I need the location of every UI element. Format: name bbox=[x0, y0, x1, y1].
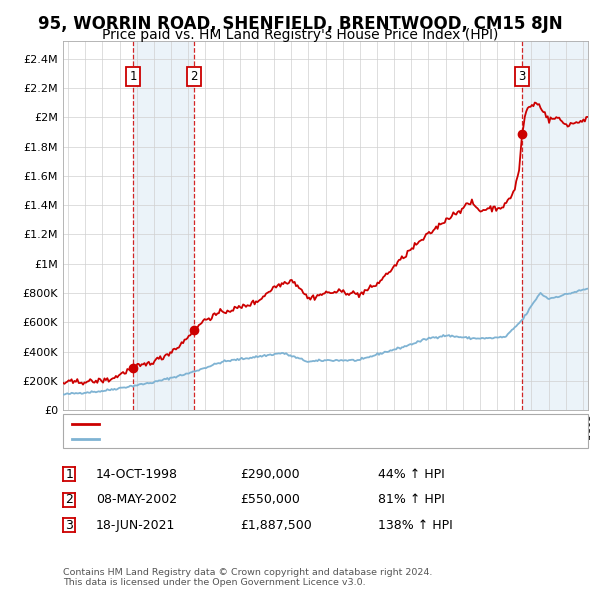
Text: 14-OCT-1998: 14-OCT-1998 bbox=[96, 468, 178, 481]
Text: 3: 3 bbox=[518, 70, 526, 83]
Text: 95, WORRIN ROAD, SHENFIELD, BRENTWOOD, CM15 8JN: 95, WORRIN ROAD, SHENFIELD, BRENTWOOD, C… bbox=[38, 15, 562, 33]
Text: Price paid vs. HM Land Registry's House Price Index (HPI): Price paid vs. HM Land Registry's House … bbox=[102, 28, 498, 42]
Text: 18-JUN-2021: 18-JUN-2021 bbox=[96, 519, 175, 532]
Text: £1,887,500: £1,887,500 bbox=[240, 519, 312, 532]
Text: 44% ↑ HPI: 44% ↑ HPI bbox=[378, 468, 445, 481]
Text: Contains HM Land Registry data © Crown copyright and database right 2024.
This d: Contains HM Land Registry data © Crown c… bbox=[63, 568, 433, 587]
Text: 1: 1 bbox=[65, 468, 73, 481]
Text: 2: 2 bbox=[65, 493, 73, 506]
Bar bbox=[522, 41, 588, 410]
Text: 138% ↑ HPI: 138% ↑ HPI bbox=[378, 519, 453, 532]
Text: 2: 2 bbox=[191, 70, 198, 83]
Text: 95, WORRIN ROAD, SHENFIELD, BRENTWOOD, CM15 8JN (detached house): 95, WORRIN ROAD, SHENFIELD, BRENTWOOD, C… bbox=[106, 419, 496, 429]
Text: 3: 3 bbox=[65, 519, 73, 532]
Text: £550,000: £550,000 bbox=[240, 493, 300, 506]
Text: £290,000: £290,000 bbox=[240, 468, 299, 481]
Text: 08-MAY-2002: 08-MAY-2002 bbox=[96, 493, 177, 506]
Text: 81% ↑ HPI: 81% ↑ HPI bbox=[378, 493, 445, 506]
Text: 1: 1 bbox=[130, 70, 137, 83]
Bar bbox=[133, 41, 194, 410]
Text: HPI: Average price, detached house, Brentwood: HPI: Average price, detached house, Bren… bbox=[106, 434, 355, 444]
